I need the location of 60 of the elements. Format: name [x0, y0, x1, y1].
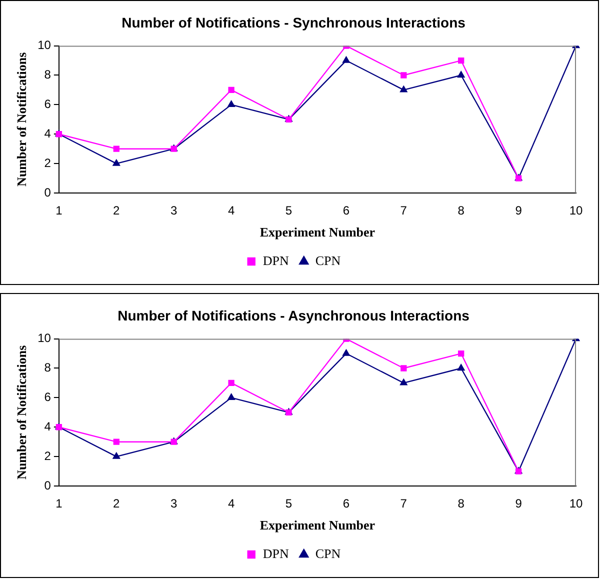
point [113, 438, 120, 445]
x-tick-label: 8 [458, 204, 465, 218]
x-tick-label: 4 [228, 204, 235, 218]
y-tick-label: 8 [44, 68, 52, 82]
x-tick-label: 2 [113, 496, 120, 511]
x-tick-label: 10 [569, 496, 583, 511]
y-tick-label: 0 [44, 478, 52, 492]
point [400, 378, 408, 386]
y-tick-label: 4 [44, 126, 52, 140]
point [457, 364, 465, 371]
x-tick-label: 9 [515, 204, 522, 218]
y-tick-label: 6 [44, 390, 52, 404]
point [458, 350, 464, 357]
chart-title: Number of Notifications - Synchronous Interactions [122, 14, 466, 30]
x-tick-label: 1 [56, 496, 63, 511]
point [228, 100, 235, 108]
y-tick-label: 10 [38, 331, 52, 346]
y-tick-label: 4 [44, 419, 52, 434]
point [400, 86, 408, 92]
point [342, 56, 350, 63]
x-tick-label: 4 [228, 496, 235, 511]
y-tick-label: 0 [44, 185, 52, 200]
y-tick-label: 2 [44, 156, 52, 170]
point [458, 57, 464, 64]
chart-title: Number of Notifications - Asynchronous Interactions [118, 307, 470, 324]
y-tick-label: 10 [38, 38, 52, 52]
x-tick-label: 3 [170, 204, 178, 218]
y-tick-label: 2 [44, 448, 52, 463]
point [400, 72, 407, 78]
x-axis-title: Experiment Number [260, 518, 376, 533]
x-tick-label: 6 [342, 496, 350, 511]
point [113, 146, 120, 152]
point [228, 380, 234, 386]
point [400, 365, 407, 372]
legend-label: DPN [262, 546, 290, 561]
x-tick-label: 6 [342, 204, 350, 218]
legend-label: DPN [262, 252, 290, 268]
point [228, 86, 234, 94]
point [112, 452, 120, 459]
y-axis-title: Number of Notifications [14, 345, 30, 480]
legend-label: CPN [315, 252, 342, 268]
x-axis-title: Experiment Number [260, 224, 376, 240]
x-tick-label: 7 [400, 204, 408, 218]
y-tick-label: 6 [44, 96, 52, 111]
y-tick-label: 8 [44, 360, 52, 375]
x-tick-label: 3 [170, 496, 178, 511]
x-tick-label: 9 [515, 496, 522, 511]
point [457, 71, 465, 78]
x-tick-label: 7 [400, 496, 408, 511]
point [342, 349, 350, 356]
y-axis-title: Number of Notifications [14, 52, 30, 186]
x-tick-label: 1 [56, 204, 63, 218]
x-tick-label: 2 [113, 204, 120, 218]
legend-label: CPN [315, 546, 342, 561]
point [228, 394, 235, 400]
x-tick-label: 8 [458, 496, 465, 511]
x-tick-label: 10 [569, 204, 583, 218]
x-tick-label: 5 [285, 496, 292, 511]
point [112, 159, 120, 166]
x-tick-label: 5 [285, 204, 292, 218]
